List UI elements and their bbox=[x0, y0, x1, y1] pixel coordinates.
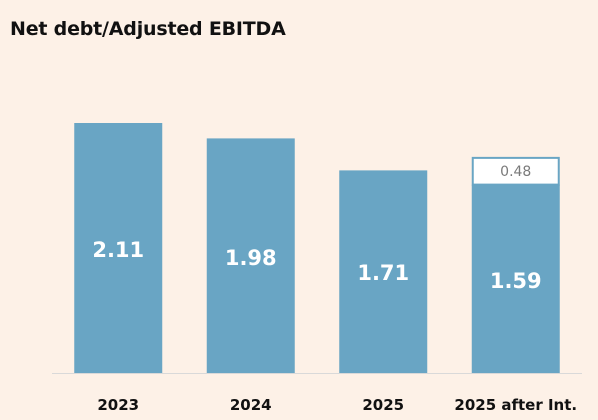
bar-2 bbox=[339, 170, 428, 373]
bar-value-label-3: 1.59 bbox=[490, 269, 542, 293]
labels-group: 2.11 2023 1.98 2024 1.71 2025 0.48 1.59 2025 aft… bbox=[92, 164, 577, 414]
bar-value-label-1: 1.98 bbox=[225, 246, 277, 270]
extra-segment-label: 0.48 bbox=[500, 164, 531, 180]
category-label-1: 2024 bbox=[230, 396, 272, 414]
category-label-0: 2023 bbox=[97, 396, 139, 414]
bar-value-label-2: 1.71 bbox=[357, 261, 409, 285]
bars-group bbox=[74, 123, 560, 373]
bar-0 bbox=[74, 123, 163, 373]
bar-3 bbox=[471, 184, 560, 373]
bar-value-label-0: 2.11 bbox=[92, 238, 144, 262]
category-label-3: 2025 after Int. bbox=[454, 396, 577, 414]
chart-title: Net debt/Adjusted EBITDA bbox=[10, 18, 286, 40]
bar-1 bbox=[206, 138, 295, 373]
category-label-2: 2025 bbox=[362, 396, 404, 414]
extra-segment-bar bbox=[471, 156, 560, 186]
